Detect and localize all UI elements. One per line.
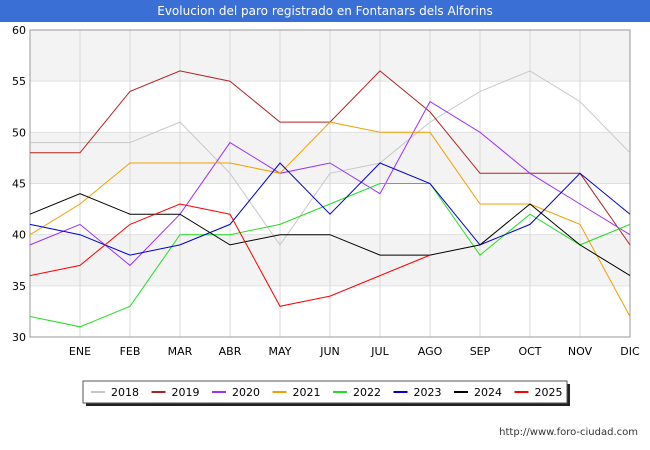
legend-label-2022: 2022 (353, 386, 381, 399)
x-tick-label: FEB (120, 345, 141, 358)
x-tick-label: OCT (518, 345, 541, 358)
series-line-2025 (29, 203, 431, 307)
legend-label-2020: 2020 (232, 386, 260, 399)
x-tick-label: AGO (418, 345, 443, 358)
x-tick-label: MAY (269, 345, 292, 358)
chart-title: Evolucion del paro registrado en Fontana… (0, 0, 650, 22)
legend-label-2019: 2019 (172, 386, 200, 399)
x-tick-label: ABR (219, 345, 242, 358)
y-tick-label: 50 (12, 126, 26, 139)
legend-label-2024: 2024 (474, 386, 502, 399)
legend-label-2021: 2021 (293, 386, 321, 399)
y-tick-label: 60 (12, 24, 26, 37)
y-tick-label: 45 (12, 178, 26, 191)
y-tick-label: 55 (12, 75, 26, 88)
x-tick-label: JUN (319, 345, 340, 358)
series-line-2020 (29, 100, 631, 267)
x-tick-label: NOV (568, 345, 593, 358)
series-line-2023 (29, 162, 631, 256)
legend (82, 380, 568, 404)
y-tick-label: 30 (12, 331, 26, 344)
x-tick-label: JUL (370, 345, 389, 358)
series-line-2024 (29, 193, 631, 277)
y-tick-label: 40 (12, 229, 26, 242)
legend-label-2025: 2025 (535, 386, 563, 399)
source-url[interactable]: http://www.foro-ciudad.com (499, 427, 638, 438)
series-line-2022 (29, 183, 631, 328)
legend-label-2018: 2018 (111, 386, 139, 399)
y-tick-label: 35 (12, 280, 26, 293)
x-tick-label: SEP (470, 345, 491, 358)
plot-border (29, 29, 631, 338)
x-tick-label: DIC (620, 345, 640, 358)
series-line-2018 (30, 70, 631, 246)
x-tick-label: ENE (69, 345, 91, 358)
x-tick-label: MAR (168, 345, 193, 358)
legend-label-2023: 2023 (414, 386, 442, 399)
